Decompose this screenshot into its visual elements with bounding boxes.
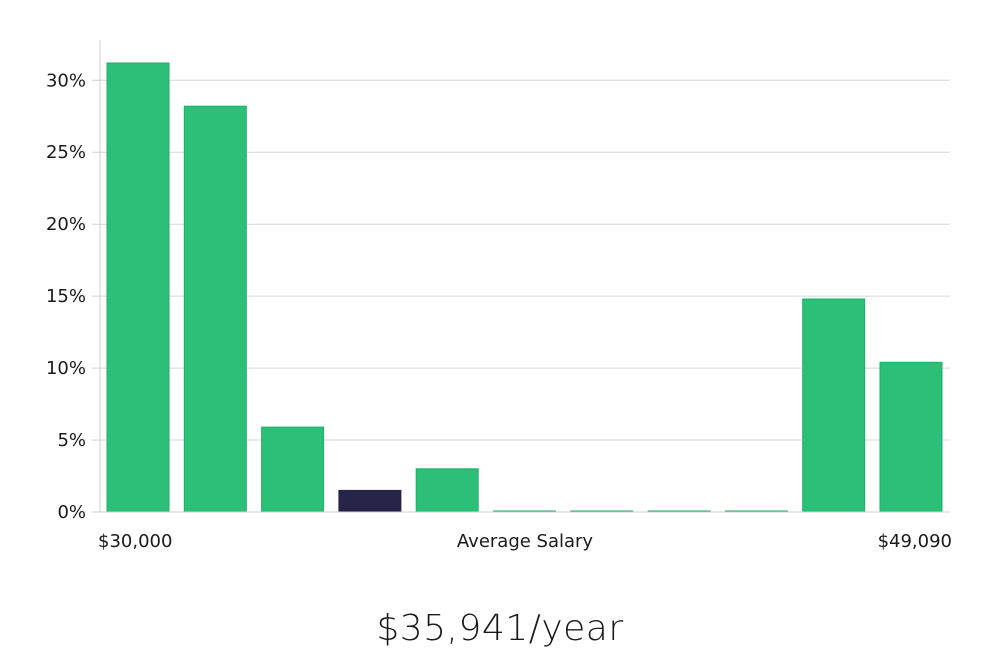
bar [261,426,325,513]
salary-distribution-chart: 0% 5% 10% 15% 20% 25% 30% $30,000 Average Sala… [46,40,952,552]
bar [802,298,866,513]
bar [415,468,479,513]
bar [106,62,170,513]
y-tick-label: 0% [57,502,86,523]
bar [879,361,943,513]
x-max-label: $49,090 [878,531,952,552]
y-tick-labels: 0% 5% 10% 15% 20% 25% 30% [46,70,100,523]
y-tick-label: 20% [46,214,86,235]
bars [106,62,943,513]
y-tick-label: 5% [57,430,86,451]
y-tick-label: 25% [46,142,86,163]
bar [183,105,247,513]
y-tick-label: 30% [46,70,86,91]
average-salary-text: $35,941/year [376,608,624,649]
bar-highlighted [338,489,402,513]
y-tick-label: 15% [46,286,86,307]
x-axis-title: Average Salary [457,531,594,552]
y-tick-label: 10% [46,358,86,379]
x-min-label: $30,000 [98,531,172,552]
axes [99,40,950,513]
